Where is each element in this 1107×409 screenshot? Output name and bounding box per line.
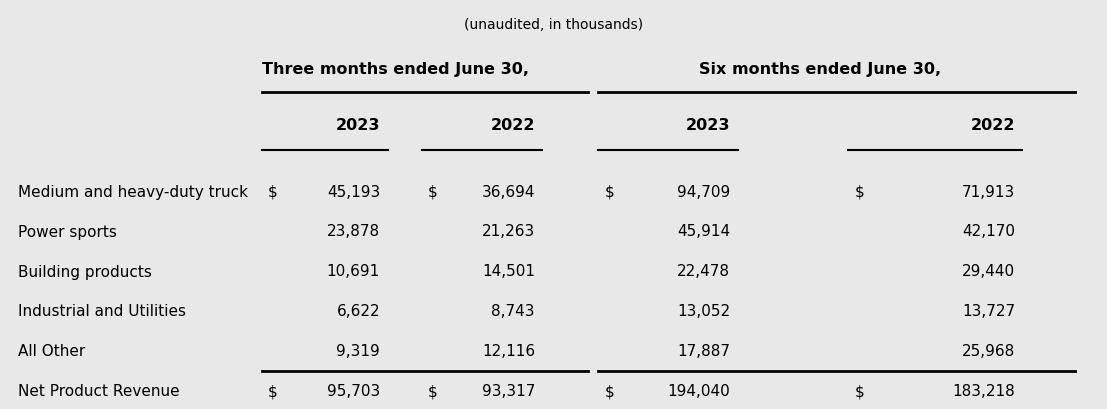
Text: 2023: 2023 <box>685 118 730 133</box>
Text: 21,263: 21,263 <box>482 225 535 240</box>
Text: 13,052: 13,052 <box>676 304 730 319</box>
Text: 6,622: 6,622 <box>337 304 380 319</box>
Text: $: $ <box>268 184 278 200</box>
Text: $: $ <box>428 384 437 400</box>
Text: 14,501: 14,501 <box>482 265 535 279</box>
Text: 45,193: 45,193 <box>327 184 380 200</box>
Text: $: $ <box>855 184 865 200</box>
Text: (unaudited, in thousands): (unaudited, in thousands) <box>464 18 643 32</box>
Text: 71,913: 71,913 <box>962 184 1015 200</box>
Text: 23,878: 23,878 <box>327 225 380 240</box>
Text: 9,319: 9,319 <box>337 344 380 360</box>
Text: 194,040: 194,040 <box>668 384 730 400</box>
Text: 10,691: 10,691 <box>327 265 380 279</box>
Text: 93,317: 93,317 <box>482 384 535 400</box>
Text: 8,743: 8,743 <box>492 304 535 319</box>
Text: 36,694: 36,694 <box>482 184 535 200</box>
Text: 2023: 2023 <box>335 118 380 133</box>
Text: 25,968: 25,968 <box>962 344 1015 360</box>
Text: 17,887: 17,887 <box>677 344 730 360</box>
Text: $: $ <box>268 384 278 400</box>
Text: $: $ <box>606 184 614 200</box>
Text: 12,116: 12,116 <box>482 344 535 360</box>
Text: Building products: Building products <box>18 265 152 279</box>
Text: 45,914: 45,914 <box>676 225 730 240</box>
Text: Net Product Revenue: Net Product Revenue <box>18 384 179 400</box>
Text: Three months ended June 30,: Three months ended June 30, <box>261 62 528 77</box>
Text: 29,440: 29,440 <box>962 265 1015 279</box>
Text: All Other: All Other <box>18 344 85 360</box>
Text: 94,709: 94,709 <box>676 184 730 200</box>
Text: 22,478: 22,478 <box>677 265 730 279</box>
Text: $: $ <box>855 384 865 400</box>
Text: 42,170: 42,170 <box>962 225 1015 240</box>
Text: 183,218: 183,218 <box>952 384 1015 400</box>
Text: Medium and heavy-duty truck: Medium and heavy-duty truck <box>18 184 248 200</box>
Text: 2022: 2022 <box>971 118 1015 133</box>
Text: $: $ <box>606 384 614 400</box>
Text: Power sports: Power sports <box>18 225 117 240</box>
Text: Industrial and Utilities: Industrial and Utilities <box>18 304 186 319</box>
Text: 95,703: 95,703 <box>327 384 380 400</box>
Text: 2022: 2022 <box>490 118 535 133</box>
Text: $: $ <box>428 184 437 200</box>
Text: Six months ended June 30,: Six months ended June 30, <box>699 62 941 77</box>
Text: 13,727: 13,727 <box>962 304 1015 319</box>
